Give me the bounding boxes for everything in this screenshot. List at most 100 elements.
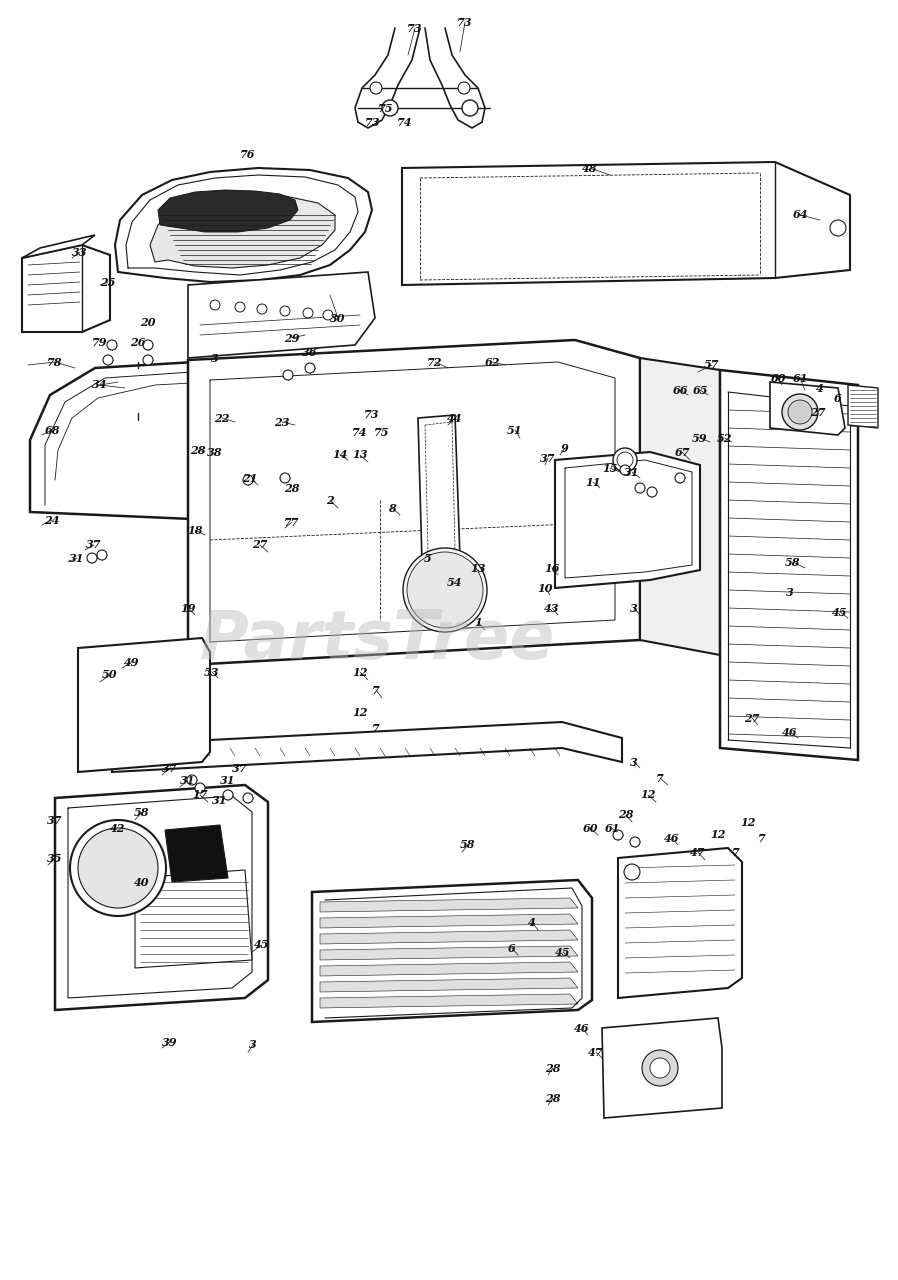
Circle shape	[382, 100, 398, 116]
Circle shape	[97, 550, 107, 561]
Circle shape	[223, 790, 233, 800]
Circle shape	[462, 100, 478, 116]
Circle shape	[403, 548, 487, 632]
Text: 33: 33	[72, 247, 88, 257]
Text: 31: 31	[69, 553, 84, 563]
Text: 12: 12	[740, 817, 756, 827]
Polygon shape	[30, 362, 278, 520]
Polygon shape	[640, 358, 720, 655]
Text: 34: 34	[92, 379, 108, 390]
Circle shape	[143, 355, 153, 365]
Text: 12: 12	[352, 707, 368, 718]
Circle shape	[143, 340, 153, 349]
Text: 74: 74	[352, 426, 368, 438]
Circle shape	[280, 306, 290, 316]
Text: 37: 37	[163, 763, 178, 773]
Text: 65: 65	[692, 384, 708, 396]
Text: 48: 48	[582, 163, 598, 174]
Circle shape	[323, 310, 333, 320]
Text: 49: 49	[124, 657, 140, 667]
Circle shape	[210, 300, 220, 310]
Text: 27: 27	[252, 539, 268, 550]
Circle shape	[283, 370, 293, 380]
Circle shape	[257, 303, 267, 314]
Text: 73: 73	[457, 17, 472, 27]
Text: 67: 67	[674, 447, 690, 457]
Text: 60: 60	[770, 372, 786, 384]
Circle shape	[624, 864, 640, 881]
Text: 53: 53	[204, 667, 220, 677]
Text: 15: 15	[603, 462, 618, 474]
Text: 37: 37	[541, 453, 556, 463]
Text: 31: 31	[624, 466, 639, 477]
Circle shape	[78, 828, 158, 908]
Text: 21: 21	[242, 472, 258, 484]
Text: 7: 7	[372, 722, 380, 733]
Text: 6: 6	[508, 942, 515, 954]
Polygon shape	[320, 995, 578, 1009]
Polygon shape	[320, 899, 578, 911]
Text: 59: 59	[692, 433, 708, 443]
Circle shape	[635, 483, 645, 493]
Circle shape	[243, 475, 253, 485]
Text: 3: 3	[630, 603, 638, 613]
Text: 8: 8	[388, 503, 396, 513]
Text: 62: 62	[484, 357, 500, 367]
Text: 68: 68	[44, 425, 60, 435]
Text: 18: 18	[188, 525, 203, 535]
Text: 12: 12	[640, 790, 656, 800]
Polygon shape	[320, 978, 578, 992]
Polygon shape	[602, 1018, 722, 1117]
Polygon shape	[22, 244, 110, 332]
Polygon shape	[158, 189, 298, 232]
Text: 20: 20	[140, 316, 155, 328]
Text: 45: 45	[555, 946, 571, 957]
Text: 54: 54	[447, 576, 462, 588]
Text: 40: 40	[134, 877, 150, 887]
Text: 60: 60	[582, 823, 598, 833]
Text: 3: 3	[630, 756, 638, 768]
Text: 25: 25	[101, 276, 116, 288]
Text: 58: 58	[785, 557, 801, 567]
Text: 37: 37	[233, 763, 248, 773]
Text: 58: 58	[461, 840, 476, 850]
Text: 24: 24	[44, 515, 60, 526]
Text: 75: 75	[378, 102, 393, 114]
Polygon shape	[555, 452, 700, 588]
Text: 28: 28	[545, 1093, 560, 1103]
Text: 13: 13	[471, 562, 486, 573]
Text: 44: 44	[447, 412, 462, 424]
Text: 73: 73	[365, 116, 381, 128]
Text: 27: 27	[810, 407, 826, 417]
Text: 78: 78	[48, 357, 63, 367]
Polygon shape	[165, 826, 228, 882]
Text: 12: 12	[352, 667, 368, 677]
Text: 5: 5	[424, 553, 432, 563]
Text: 36: 36	[303, 347, 318, 357]
Polygon shape	[135, 870, 252, 968]
Polygon shape	[720, 370, 858, 760]
Text: 35: 35	[48, 852, 63, 864]
Polygon shape	[402, 163, 850, 285]
Circle shape	[303, 308, 313, 317]
Text: 38: 38	[207, 447, 223, 457]
Text: 79: 79	[92, 337, 108, 347]
Text: 57: 57	[704, 360, 720, 370]
Circle shape	[830, 220, 846, 236]
Text: 47: 47	[588, 1047, 603, 1057]
Text: 9: 9	[561, 443, 568, 453]
Text: 4: 4	[528, 916, 536, 928]
Text: 46: 46	[574, 1023, 590, 1033]
Text: 7: 7	[372, 685, 380, 695]
Circle shape	[617, 452, 633, 468]
Text: 3: 3	[211, 352, 219, 364]
Text: 7: 7	[656, 773, 664, 783]
Text: 41: 41	[200, 863, 216, 873]
Text: 1: 1	[474, 617, 482, 627]
Text: 31: 31	[212, 795, 228, 805]
Polygon shape	[22, 236, 95, 259]
Text: 22: 22	[215, 412, 230, 424]
Text: 73: 73	[408, 23, 423, 33]
Polygon shape	[312, 881, 592, 1021]
Text: 46: 46	[782, 727, 797, 737]
